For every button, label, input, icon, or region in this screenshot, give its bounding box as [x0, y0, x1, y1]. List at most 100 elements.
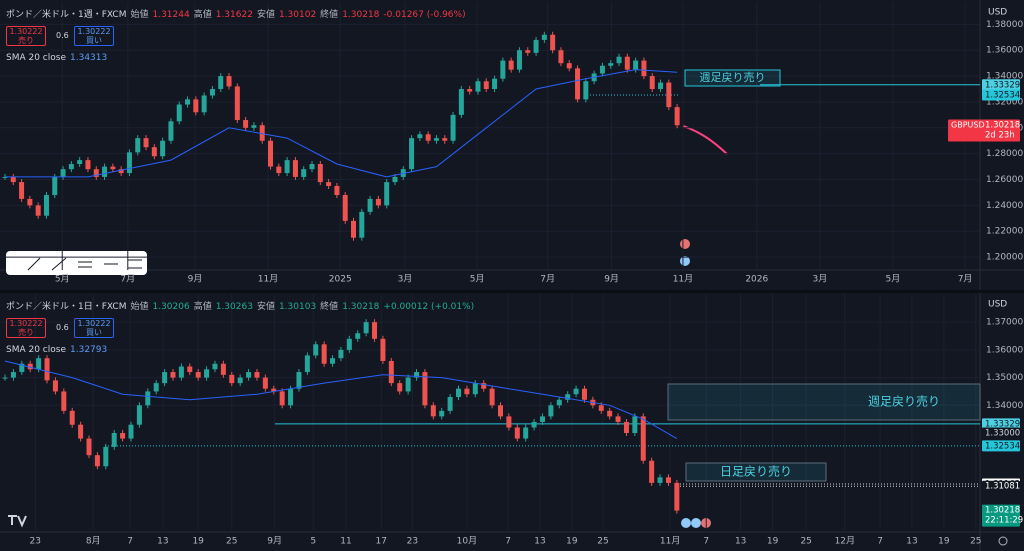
y-tick-label: 1.37000: [986, 318, 1023, 328]
candle: [375, 198, 381, 206]
price-tag-label: 1.33329: [985, 80, 1020, 90]
candle: [489, 388, 495, 406]
y-tick-label: 1.36000: [986, 345, 1023, 355]
ohlc-value: 1.31244: [152, 10, 190, 20]
price-tag: [982, 440, 1020, 452]
candle: [481, 383, 487, 389]
event-icon[interactable]: [681, 518, 691, 528]
candle: [69, 410, 75, 425]
sma-label: SMA 20 close: [6, 53, 66, 63]
candle: [472, 383, 478, 395]
candle: [292, 160, 298, 177]
buy-button[interactable]: 1.30222 買い: [74, 26, 114, 46]
annotation-box: [684, 69, 781, 87]
x-tick-label: 9月: [188, 274, 203, 285]
candle: [279, 391, 285, 406]
candle: [372, 322, 378, 339]
candle: [254, 372, 260, 378]
candle: [624, 56, 630, 70]
price-tag-symbol: GBPUSD: [951, 120, 985, 129]
candle: [243, 120, 249, 128]
candle: [556, 399, 562, 406]
candle: [581, 388, 587, 400]
y-tick-label: 1.28000: [986, 149, 1023, 159]
candle: [246, 372, 252, 378]
y-tick-label: 1.38000: [986, 20, 1023, 30]
candle: [2, 176, 8, 178]
candle: [153, 383, 159, 392]
candle: [550, 34, 556, 51]
candle: [251, 125, 257, 128]
candle: [145, 391, 151, 406]
ohlc-label: 高値: [193, 10, 212, 20]
buy-price: 1.30222: [77, 27, 111, 36]
sma-value: 1.32793: [70, 345, 108, 355]
settings-icon[interactable]: [998, 536, 1008, 546]
candle: [334, 185, 340, 196]
x-tick-label: 13: [534, 537, 545, 547]
event-icon[interactable]: [691, 518, 701, 528]
candle: [632, 416, 638, 434]
price-tag: [948, 119, 1020, 142]
currency: USD: [988, 300, 1007, 310]
drawing-toolbar[interactable]: [6, 251, 147, 275]
candle: [185, 99, 191, 105]
event-icon[interactable]: [680, 239, 690, 249]
ohlc-value: 1.30103: [278, 302, 317, 312]
candle: [160, 140, 166, 157]
x-tick-label: 2026: [745, 275, 768, 285]
x-tick-label: 11月: [660, 536, 680, 547]
candle: [450, 114, 456, 141]
candle: [350, 220, 356, 238]
sma-label: SMA 20 close: [6, 345, 66, 355]
x-tick-label: 7月: [540, 274, 555, 285]
candle: [136, 405, 142, 425]
x-tick-label: 25: [226, 537, 237, 547]
candle: [93, 169, 99, 177]
candle: [666, 82, 672, 108]
candle: [271, 388, 277, 392]
x-tick-label: 12月: [835, 536, 855, 547]
x-tick-label: 13: [157, 537, 168, 547]
x-tick-label: 7: [703, 537, 709, 547]
panel-top: [0, 0, 1024, 290]
x-tick-label: 11月: [258, 274, 278, 285]
candle: [321, 344, 327, 364]
candle: [288, 388, 294, 406]
annotation-box: [685, 462, 827, 482]
x-tick-label: 7: [877, 537, 883, 547]
candle: [539, 416, 545, 422]
candle: [19, 363, 25, 373]
candle: [19, 182, 25, 199]
ohlc-value: 1.30206: [152, 302, 190, 312]
y-tick-label: 1.32000: [986, 97, 1023, 107]
candle: [380, 338, 386, 361]
candle: [492, 78, 498, 90]
ohlc-value: 1.30218: [342, 302, 380, 312]
spread: 0.6: [56, 323, 69, 332]
legend-header: ポンド／米ドル・1週・FXCM 始値 1.31244 高値 1.31622 安値 1.301…: [6, 7, 470, 20]
candle: [52, 380, 58, 392]
candle: [525, 50, 531, 53]
candle: [640, 416, 646, 461]
candle: [209, 89, 215, 96]
candle: [483, 81, 489, 90]
buy-button[interactable]: 1.30222 買い: [74, 318, 114, 338]
candle: [514, 427, 520, 439]
price-tag: [982, 427, 1020, 439]
sell-button[interactable]: 1.30222 売り: [6, 318, 46, 338]
candle: [447, 396, 453, 411]
y-tick-label: 1.26000: [986, 175, 1023, 185]
x-tick-label: 5月: [55, 274, 70, 285]
x-tick-label: 5月: [470, 274, 485, 285]
sell-price: 1.30222: [9, 27, 43, 36]
sell-button[interactable]: 1.30222 売り: [6, 26, 46, 46]
ohlc-label: 終値: [320, 302, 339, 312]
ohlc-label: 安値: [256, 302, 275, 312]
sma-legend: SMA 20 close 1.34313: [6, 53, 111, 63]
symbol-title: ポンド／米ドル・1日・FXCM: [6, 302, 127, 312]
panel-bottom: [0, 293, 1024, 551]
candle: [433, 138, 439, 141]
candle: [397, 383, 403, 392]
